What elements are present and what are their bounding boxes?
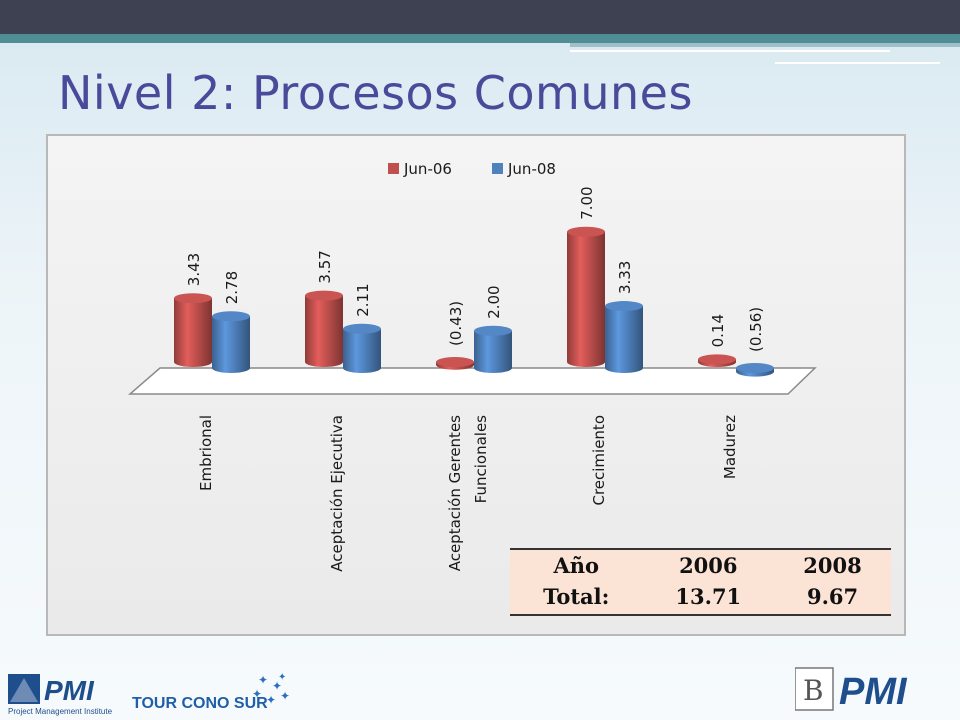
- top-stripe: [0, 34, 960, 43]
- slide-title: Nivel 2: Procesos Comunes: [58, 66, 693, 120]
- top-line-decoration: [570, 50, 890, 52]
- svg-text:✦: ✦: [280, 689, 290, 703]
- tour-cono-sur-text: TOUR CONO SUR: [132, 695, 268, 712]
- bar-body: [605, 306, 643, 373]
- b-pmi-logo-icon: B PMI: [794, 667, 908, 713]
- totals-table: Año 2006 2008 Total: 13.71 9.67: [510, 548, 891, 616]
- totals-row-label: Total:: [543, 584, 610, 609]
- legend-label: Jun-08: [507, 160, 556, 178]
- bar-top: [698, 354, 736, 365]
- bar-top: [567, 226, 605, 237]
- bar-jun-06-0: [174, 293, 212, 367]
- b-logo-letter: B: [803, 674, 824, 707]
- category-label: Embrional: [197, 415, 215, 491]
- totals-header-year: Año: [553, 553, 600, 578]
- top-line-decoration-2: [775, 62, 940, 64]
- data-label: 3.57: [316, 250, 334, 283]
- bar-top: [436, 357, 474, 367]
- bar-body: [305, 295, 343, 367]
- pmi-caption: Project Management Institute: [8, 707, 113, 716]
- legend-label: Jun-06: [403, 160, 452, 178]
- bar-jun-06-2: [436, 357, 474, 370]
- pmi-logo-icon: PMI Project Management Institute TOUR CO…: [8, 672, 290, 716]
- data-label: 2.78: [223, 271, 241, 304]
- totals-value-row: Total: 13.71 9.67: [510, 581, 891, 612]
- totals-header-row: Año 2006 2008: [510, 550, 891, 581]
- bar-top: [474, 325, 512, 336]
- bar-jun-08-0: [212, 311, 250, 373]
- data-label: 7.00: [578, 186, 596, 219]
- totals-header-2008: 2008: [803, 553, 862, 578]
- bar-top: [343, 323, 381, 334]
- totals-header-2006: 2006: [679, 553, 738, 578]
- stars-icon: ✦ ✦ ✦ ✦ ✦ ✦: [252, 672, 290, 707]
- bar-jun-08-3: [605, 301, 643, 373]
- category-label: Crecimiento: [590, 415, 608, 506]
- svg-text:✦: ✦: [278, 672, 286, 683]
- totals-value-2006: 13.71: [675, 584, 742, 609]
- footer-logo-pmi-tour: PMI Project Management Institute TOUR CO…: [8, 670, 298, 716]
- bar-top: [305, 290, 343, 301]
- svg-text:✦: ✦: [258, 673, 268, 687]
- bar-jun-08-4: [736, 363, 774, 377]
- bar-body: [343, 328, 381, 373]
- data-label: 3.33: [616, 261, 634, 294]
- svg-text:✦: ✦: [266, 693, 276, 707]
- pmi-logo-text: PMI: [44, 675, 95, 706]
- right-pmi-logo-text: PMI: [839, 671, 908, 713]
- totals-value-2008: 9.67: [806, 584, 859, 609]
- bar-jun-08-1: [343, 323, 381, 373]
- chart-floor: [127, 367, 817, 395]
- bar-body: [212, 316, 250, 373]
- data-label: 2.11: [354, 283, 372, 316]
- category-label: Aceptación Gerentes: [446, 415, 464, 571]
- legend-swatch: [388, 163, 399, 174]
- category-label: Aceptación Ejecutiva: [328, 415, 346, 572]
- bar-top: [605, 301, 643, 312]
- legend-swatch: [492, 163, 503, 174]
- bar-jun-08-2: [474, 325, 512, 373]
- data-label: 2.00: [485, 285, 503, 318]
- data-label: 3.43: [185, 253, 203, 286]
- bar-jun-06-1: [305, 290, 343, 367]
- svg-text:✦: ✦: [252, 687, 262, 701]
- top-stripe-accent: [570, 43, 960, 47]
- bar-top: [736, 363, 774, 373]
- category-label: Funcionales: [472, 415, 490, 504]
- footer-logo-right: B PMI: [794, 664, 955, 714]
- bar-body: [567, 231, 605, 367]
- bar-jun-06-4: [698, 354, 736, 367]
- top-bar: [0, 0, 960, 34]
- category-label: Madurez: [721, 415, 739, 479]
- bar-body: [474, 330, 512, 373]
- bar-top: [174, 293, 212, 304]
- data-label: 0.14: [709, 314, 727, 347]
- bar-body: [174, 298, 212, 367]
- svg-text:✦: ✦: [272, 679, 282, 693]
- bar-jun-06-3: [567, 226, 605, 367]
- bar-top: [212, 311, 250, 322]
- data-label: (0.43): [447, 301, 465, 346]
- data-label: (0.56): [747, 307, 765, 352]
